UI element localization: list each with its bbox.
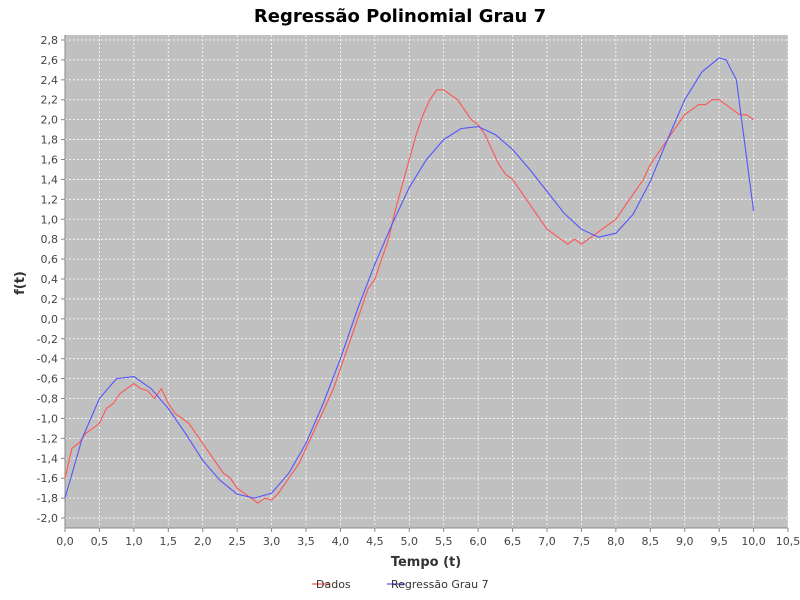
x-tick-label: 2,0: [194, 535, 212, 548]
series-dados-line: [64, 89, 754, 504]
grid: [64, 35, 789, 528]
y-tick-label: -0,6: [37, 373, 58, 386]
legend-label-regressao: Regressão Grau 7: [391, 578, 489, 591]
x-tick-label: 2,5: [228, 535, 246, 548]
y-tick-label: 0,4: [41, 273, 59, 286]
y-tick-label: -0,2: [37, 333, 58, 346]
x-tick-label: 5,0: [401, 535, 419, 548]
y-tick-label: 1,8: [41, 134, 59, 147]
x-tick-label: 1,5: [160, 535, 178, 548]
x-tick-label: 7,0: [538, 535, 556, 548]
y-tick-label: -1,6: [37, 472, 58, 485]
y-tick-label: 1,4: [41, 173, 59, 186]
y-tick-label: 2,8: [41, 34, 59, 47]
x-axis-title: Tempo (t): [391, 555, 461, 570]
series-group: [64, 57, 755, 504]
x-tick-label: 4,0: [332, 535, 350, 548]
y-tick-label: -1,2: [37, 432, 58, 445]
y-tick-label: -0,8: [37, 393, 58, 406]
x-tick-label: 3,5: [297, 535, 315, 548]
x-tick-label: 1,0: [125, 535, 143, 548]
y-tick-label: -1,0: [37, 412, 58, 425]
x-tick-label: 10,5: [776, 535, 800, 548]
y-tick-label: 0,8: [41, 233, 59, 246]
y-tick-label: 2,0: [41, 114, 59, 127]
x-tick-label: 6,0: [469, 535, 487, 548]
x-tick-label: 10,0: [741, 535, 766, 548]
y-tick-label: 2,4: [41, 74, 59, 87]
x-tick-label: 9,0: [676, 535, 694, 548]
y-tick-label: 2,2: [41, 94, 59, 107]
legend: Dados Regressão Grau 7: [312, 578, 489, 591]
x-tick-label: 3,0: [263, 535, 281, 548]
x-tick-label: 8,5: [642, 535, 660, 548]
x-tick-label: 4,5: [366, 535, 384, 548]
y-tick-label: 2,6: [41, 54, 59, 67]
chart-title: Regressão Polinomial Grau 7: [254, 6, 546, 27]
x-tick-label: 5,5: [435, 535, 453, 548]
x-tick-label: 7,5: [573, 535, 591, 548]
y-tick-label: -1,4: [37, 452, 58, 465]
y-tick-label: 0,0: [41, 313, 59, 326]
y-tick-label: 1,6: [41, 153, 59, 166]
y-tick-label: 1,2: [41, 193, 59, 206]
y-tick-label: 0,2: [41, 293, 59, 306]
plot-area: [65, 35, 788, 528]
x-tick-label: 0,0: [56, 535, 74, 548]
axes: 0,0 0,5 1,0 1,5 2,0 2,5 3,0 3,5 4,0 4,5 5,0 5,5 6,0 6…: [37, 34, 800, 548]
x-tick-label: 8,0: [607, 535, 625, 548]
series-regressao-line: [64, 57, 755, 499]
y-tick-label: 0,6: [41, 253, 59, 266]
y-tick-label: -1,8: [37, 492, 58, 505]
legend-label-dados: Dados: [316, 578, 351, 591]
x-tick-label: 6,5: [504, 535, 522, 548]
x-tick-label: 0,5: [91, 535, 109, 548]
y-axis-title: f(t): [13, 271, 28, 295]
y-tick-label: -0,4: [37, 353, 58, 366]
y-tick-label: 1,0: [41, 213, 59, 226]
x-tick-label: 9,5: [710, 535, 728, 548]
y-tick-label: -2,0: [37, 512, 58, 525]
